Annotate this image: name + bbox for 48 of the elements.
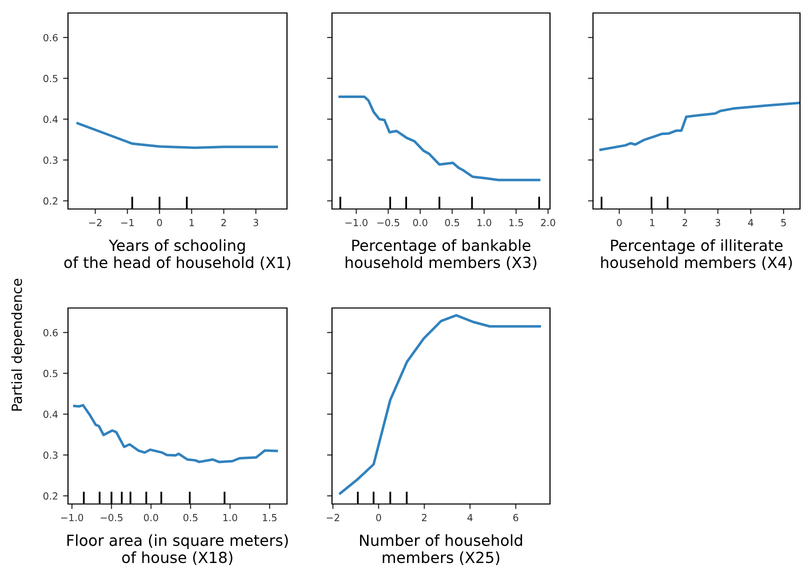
line-series xyxy=(73,404,278,464)
x-tick-label: 1 xyxy=(650,219,654,226)
line-series xyxy=(76,122,278,149)
y-tick-label: 0.6 xyxy=(43,34,58,42)
x-tick-label: 4 xyxy=(748,219,754,226)
x-tick-label: 1.5 xyxy=(509,219,523,226)
x-tick-label: 5 xyxy=(781,219,786,226)
y-tick-label: 0.3 xyxy=(43,451,58,459)
x-tick-label: −1 xyxy=(121,219,134,226)
y-tick-label: 0.4 xyxy=(43,116,58,123)
x-tick-label: 1.5 xyxy=(262,514,276,522)
y-tick-label: 0.4 xyxy=(43,410,58,418)
x-tick-label: 0 xyxy=(157,218,162,226)
y-tick-label: 0.5 xyxy=(43,370,58,378)
y-tick-label: 0.6 xyxy=(43,328,58,336)
x-tick-label: 2 xyxy=(422,514,426,522)
x-tick-label: 0.5 xyxy=(445,218,460,226)
x-tick-label: −1.0 xyxy=(346,218,368,226)
x-axis-title: Percentage of bankable household members (X3) xyxy=(346,239,536,270)
x-tick-label: 1 xyxy=(190,219,194,226)
x-axis-title: Years of schooling of the head of household (X1) xyxy=(64,239,290,270)
x-tick-label: 0.5 xyxy=(183,514,198,522)
x-tick-label: 0.0 xyxy=(144,514,158,522)
x-tick-label: 4 xyxy=(467,514,473,522)
x-tick-label: −1.0 xyxy=(61,514,84,522)
x-tick-label: 6 xyxy=(513,514,518,522)
x-tick-label: 2.0 xyxy=(541,218,556,226)
x-tick-label: 1.0 xyxy=(477,218,492,226)
x-tick-label: 1.0 xyxy=(223,514,238,522)
x-tick-label: 3 xyxy=(254,218,258,226)
y-tick-label: 0.2 xyxy=(43,197,58,205)
x-axis-title: Number of household members (X25) xyxy=(360,534,522,565)
x-tick-label: −0.5 xyxy=(100,514,122,522)
x-tick-label: 0 xyxy=(376,514,382,522)
y-axis-title: Partial dependence xyxy=(11,278,25,411)
x-tick-label: −2 xyxy=(89,218,102,226)
x-tick-label: 3 xyxy=(716,218,720,226)
x-tick-label: 2 xyxy=(221,218,226,226)
x-tick-label: 0 xyxy=(616,218,622,226)
x-axis-title: Floor area (in square meters) of house (X18) xyxy=(67,534,288,565)
x-tick-label: 0.0 xyxy=(413,218,428,226)
x-tick-label: −2 xyxy=(326,514,340,522)
y-tick-label: 0.2 xyxy=(43,492,58,500)
x-tick-label: 2 xyxy=(682,218,688,226)
x-axis-title: Percentage of illiterate household members (X4) xyxy=(601,239,792,270)
y-tick-label: 0.5 xyxy=(43,74,58,82)
x-tick-label: −0.5 xyxy=(377,218,400,226)
y-tick-label: 0.3 xyxy=(43,156,58,164)
